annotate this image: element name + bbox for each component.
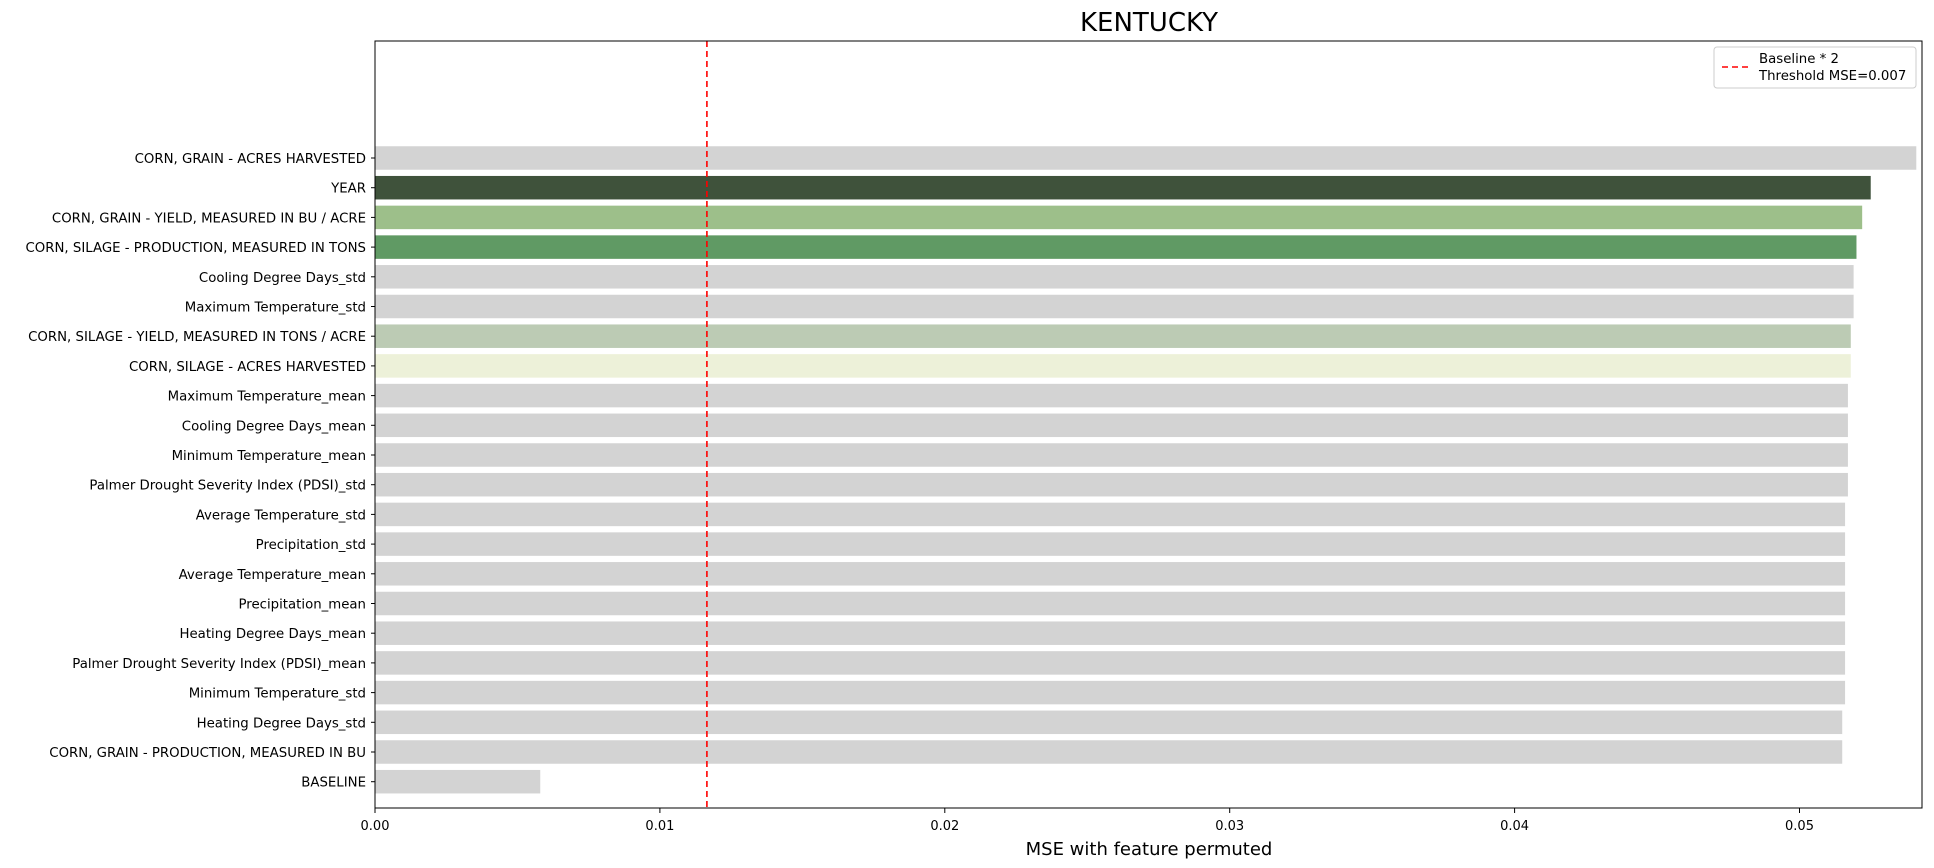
- category-label: CORN, SILAGE - YIELD, MEASURED IN TONS /…: [28, 330, 366, 345]
- category-label: CORN, SILAGE - PRODUCTION, MEASURED IN T…: [26, 241, 367, 256]
- x-tick-label: 0.05: [1785, 819, 1814, 834]
- category-labels: CORN, GRAIN - ACRES HARVESTED YEAR CORN, G…: [26, 152, 375, 791]
- bar: [375, 621, 1846, 645]
- bar: [375, 383, 1848, 408]
- category-label: Maximum Temperature_std: [185, 301, 366, 316]
- bar: [375, 443, 1848, 467]
- category-label: Average Temperature_mean: [179, 568, 366, 583]
- category-label: Palmer Drought Severity Index (PDSI)_mea…: [72, 657, 366, 672]
- x-tick-label: 0.02: [930, 819, 959, 834]
- category-label: Precipitation_std: [256, 538, 366, 553]
- category-label: BASELINE: [301, 776, 366, 791]
- category-label: Cooling Degree Days_mean: [182, 419, 366, 434]
- legend-box: [1713, 46, 1917, 89]
- category-label: Minimum Temperature_std: [189, 687, 366, 702]
- category-label: Average Temperature_std: [196, 508, 366, 523]
- bar: [375, 502, 1846, 527]
- bars-layer: [375, 146, 1917, 794]
- bar: [375, 562, 1846, 586]
- bar: [375, 175, 1871, 200]
- bar: [375, 680, 1846, 705]
- bar: [375, 591, 1846, 616]
- bar: [375, 472, 1848, 497]
- category-label: CORN, GRAIN - YIELD, MEASURED IN BU / AC…: [52, 211, 366, 226]
- category-label: Heating Degree Days_mean: [180, 627, 367, 642]
- bar: [375, 354, 1851, 378]
- x-tick-label: 0.00: [361, 819, 390, 834]
- category-label: Maximum Temperature_mean: [168, 390, 366, 405]
- bar: [375, 710, 1843, 735]
- chart-title: KENTUCKY: [1080, 8, 1218, 38]
- x-axis: 0.00 0.01 0.02 0.03 0.04 0.05: [361, 808, 1814, 834]
- bar: [375, 740, 1843, 764]
- category-label: YEAR: [330, 182, 366, 197]
- plot-frame: [374, 40, 1923, 809]
- bar: [375, 205, 1863, 230]
- bar: [375, 235, 1857, 259]
- bar: [375, 413, 1848, 438]
- x-tick-label: 0.01: [645, 819, 674, 834]
- legend-entry-line-1: Baseline * 2: [1759, 52, 1839, 67]
- category-label: Precipitation_mean: [239, 598, 366, 613]
- bar: [375, 769, 541, 794]
- bar: [375, 532, 1846, 556]
- bar: [375, 265, 1854, 289]
- x-tick-label: 0.04: [1500, 819, 1529, 834]
- legend-entry-line-2: Threshold MSE=0.007: [1758, 69, 1906, 84]
- bar: [375, 146, 1917, 170]
- category-label: Heating Degree Days_std: [197, 716, 366, 731]
- x-tick-label: 0.03: [1215, 819, 1244, 834]
- category-label: Cooling Degree Days_std: [199, 271, 366, 286]
- category-label: CORN, GRAIN - ACRES HARVESTED: [135, 152, 366, 167]
- category-label: Palmer Drought Severity Index (PDSI)_std: [89, 479, 366, 494]
- bar: [375, 294, 1854, 319]
- category-label: CORN, SILAGE - ACRES HARVESTED: [129, 360, 366, 375]
- category-label: CORN, GRAIN - PRODUCTION, MEASURED IN BU: [49, 746, 366, 761]
- bar: [375, 324, 1851, 348]
- bar: [375, 651, 1846, 675]
- x-axis-label: MSE with feature permuted: [1026, 839, 1273, 860]
- legend: Baseline * 2 Threshold MSE=0.007: [1713, 46, 1917, 89]
- category-label: Minimum Temperature_mean: [172, 449, 366, 464]
